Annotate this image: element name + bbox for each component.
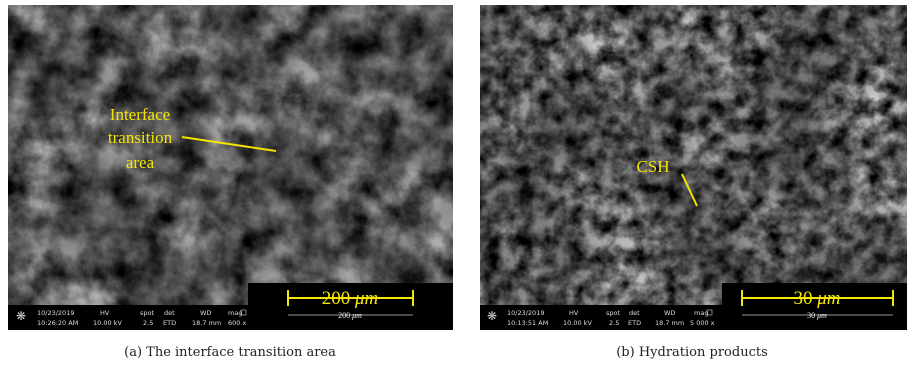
sem-texture [8, 5, 453, 330]
scale-label-small: 30 μm [807, 311, 827, 320]
info-value: 5 000 x [690, 319, 715, 327]
info-label: mag [694, 309, 708, 317]
info-value: ETD [628, 319, 641, 327]
scale-unit: μm [351, 311, 362, 320]
info-label: det [629, 309, 640, 317]
info-label: det [164, 309, 175, 317]
scale-number: 30 [807, 311, 815, 320]
scale-number: 200 [322, 288, 351, 309]
scale-unit: μm [816, 311, 827, 320]
info-value: ETD [163, 319, 176, 327]
scale-number: 30 [793, 288, 812, 309]
annotation: area [126, 153, 155, 172]
info-label: HV [569, 309, 579, 317]
figure: Interface transition area 200 μm 200 μm … [0, 0, 915, 366]
info-date: 10/23/2019 [37, 309, 74, 317]
info-value: 18.7 mm [192, 319, 221, 327]
panel-a: Interface transition area 200 μm 200 μm … [8, 5, 453, 360]
info-value: 2.5 [609, 319, 619, 327]
scale-label: 30 μm [793, 288, 840, 309]
scale-unit: μm [816, 288, 840, 309]
page: Interface transition area 200 μm 200 μm … [0, 0, 915, 366]
info-value: 600 x [228, 319, 246, 327]
sem-texture [480, 5, 907, 330]
info-time: 10:26:20 AM [37, 319, 78, 327]
annotation: transition [108, 128, 173, 147]
info-label: WD [200, 309, 211, 317]
info-value: 10.00 kV [93, 319, 122, 327]
info-time: 10:13:51 AM [507, 319, 548, 327]
info-value: 2.5 [143, 319, 153, 327]
info-label: mag [228, 309, 242, 317]
info-label: spot [606, 309, 620, 317]
info-date: 10/23/2019 [507, 309, 544, 317]
annotation: Interface [110, 105, 170, 124]
scale-label: 200 μm [322, 288, 379, 309]
info-value: 10.00 kV [563, 319, 592, 327]
scale-number: 200 [338, 311, 350, 320]
scale-label-small: 200 μm [338, 311, 362, 320]
caption: (b) Hydration products [616, 345, 768, 360]
scale-unit: μm [354, 288, 378, 309]
caption: (a) The interface transition area [124, 345, 336, 360]
info-label: spot [140, 309, 154, 317]
annotation: CSH [636, 157, 669, 176]
info-value: 18.7 mm [655, 319, 684, 327]
panel-b: CSH 30 μm 30 μm ❋ 10/23/2019 10:13:51 AM… [480, 5, 907, 360]
info-label: HV [100, 309, 110, 317]
logo-icon: ❋ [487, 309, 497, 323]
info-label: WD [664, 309, 675, 317]
logo-icon: ❋ [16, 309, 26, 323]
